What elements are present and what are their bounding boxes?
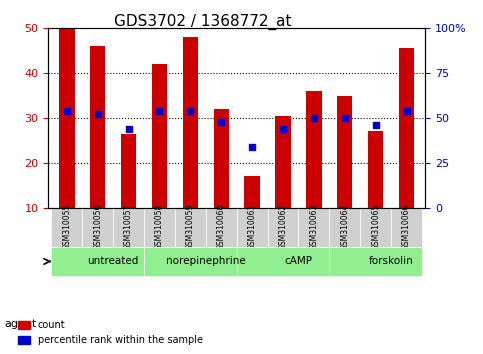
Bar: [90, 46, 105, 208]
FancyBboxPatch shape: [298, 208, 329, 247]
Legend: count, percentile rank within the sample: count, percentile rank within the sample: [14, 316, 207, 349]
FancyBboxPatch shape: [51, 208, 82, 247]
Text: cAMP: cAMP: [284, 256, 313, 267]
Bar: [399, 48, 414, 208]
Bar: [337, 96, 353, 208]
Text: GSM310064: GSM310064: [340, 204, 349, 250]
FancyBboxPatch shape: [144, 247, 237, 276]
Text: GDS3702 / 1368772_at: GDS3702 / 1368772_at: [114, 14, 292, 30]
Text: GSM310060: GSM310060: [217, 204, 226, 250]
Text: untreated: untreated: [87, 256, 139, 267]
Text: GSM310056: GSM310056: [93, 204, 102, 250]
FancyBboxPatch shape: [206, 208, 237, 247]
Text: forskolin: forskolin: [369, 256, 413, 267]
Text: GSM310059: GSM310059: [186, 204, 195, 250]
Text: norepinephrine: norepinephrine: [166, 256, 246, 267]
Text: GSM310062: GSM310062: [279, 204, 287, 250]
Bar: [183, 37, 198, 208]
Text: GSM310065: GSM310065: [371, 204, 380, 250]
Text: GSM310063: GSM310063: [310, 204, 318, 250]
Bar: [59, 28, 74, 208]
FancyBboxPatch shape: [113, 208, 144, 247]
FancyBboxPatch shape: [237, 247, 329, 276]
Text: agent: agent: [5, 319, 37, 329]
Bar: [121, 134, 136, 208]
FancyBboxPatch shape: [391, 208, 422, 247]
FancyBboxPatch shape: [175, 208, 206, 247]
FancyBboxPatch shape: [237, 208, 268, 247]
FancyBboxPatch shape: [51, 247, 144, 276]
FancyBboxPatch shape: [360, 208, 391, 247]
FancyBboxPatch shape: [82, 208, 113, 247]
FancyBboxPatch shape: [329, 247, 422, 276]
Bar: [306, 91, 322, 208]
Text: GSM310061: GSM310061: [248, 204, 256, 250]
FancyBboxPatch shape: [329, 208, 360, 247]
Bar: [152, 64, 167, 208]
Bar: [213, 109, 229, 208]
Bar: [368, 131, 384, 208]
Text: GSM310066: GSM310066: [402, 204, 411, 250]
FancyBboxPatch shape: [144, 208, 175, 247]
Text: GSM310058: GSM310058: [155, 204, 164, 250]
FancyBboxPatch shape: [268, 208, 298, 247]
Text: GSM310055: GSM310055: [62, 204, 71, 250]
Bar: [275, 116, 291, 208]
Bar: [244, 176, 260, 208]
Text: GSM310057: GSM310057: [124, 204, 133, 250]
